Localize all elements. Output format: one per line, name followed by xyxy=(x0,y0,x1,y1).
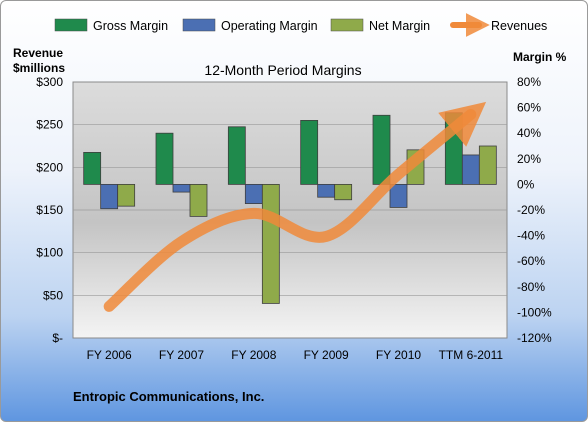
bar-operating-margin xyxy=(461,154,480,185)
category-label: FY 2010 xyxy=(376,348,421,362)
right-tick-label: 20% xyxy=(517,152,541,166)
right-tick-label: -20% xyxy=(517,203,545,217)
legend-label-operating-margin: Operating Margin xyxy=(221,19,318,33)
legend-swatch-net-margin xyxy=(330,18,364,32)
left-tick-label: $250 xyxy=(36,118,63,132)
right-axis-title: Margin % xyxy=(513,50,567,64)
legend-item-operating-margin: Operating Margin xyxy=(182,18,318,33)
bar-operating-margin xyxy=(100,183,119,210)
category-label: TTM 6-2011 xyxy=(439,348,504,362)
legend: Gross Margin Operating Margin Net Margin… xyxy=(54,13,547,37)
left-tick-label: $300 xyxy=(36,75,63,89)
bar-gross-margin xyxy=(83,151,102,185)
left-axis-ticks: $300 $250 $200 $150 $100 $50 $- xyxy=(36,75,63,345)
bar-net-margin xyxy=(478,145,497,185)
right-tick-label: 40% xyxy=(517,126,541,140)
right-tick-label: 0% xyxy=(517,177,535,191)
right-tick-label: -40% xyxy=(517,229,545,243)
left-axis-title-line1: Revenue xyxy=(13,46,63,60)
bar-net-margin xyxy=(117,183,136,207)
bar-net-margin xyxy=(189,183,208,217)
right-tick-label: -60% xyxy=(517,254,545,268)
right-tick-label: -80% xyxy=(517,280,545,294)
category-labels: FY 2006 FY 2007 FY 2008 FY 2009 FY 2010 TTM 6… xyxy=(87,348,504,362)
bar-gross-margin xyxy=(372,114,391,185)
right-tick-label: -100% xyxy=(517,305,552,319)
bar-gross-margin xyxy=(227,126,246,185)
right-tick-label: -120% xyxy=(517,331,552,345)
bar-operating-margin xyxy=(244,183,263,204)
legend-label-gross-margin: Gross Margin xyxy=(93,19,168,33)
right-tick-label: 60% xyxy=(517,101,541,115)
legend-item-net-margin: Net Margin xyxy=(330,18,430,33)
right-tick-label: 80% xyxy=(517,75,541,89)
legend-swatch-gross-margin xyxy=(54,18,88,32)
category-label: FY 2006 xyxy=(87,348,132,362)
legend-item-revenues: Revenues xyxy=(450,13,547,37)
legend-swatch-operating-margin xyxy=(182,18,216,32)
left-tick-label: $50 xyxy=(43,288,63,302)
revenue-line xyxy=(103,101,487,312)
bar-operating-margin xyxy=(389,183,408,208)
right-axis-ticks: 80% 60% 40% 20% 0% -20% -40% -60% -80% -100% -120% xyxy=(517,75,552,345)
bar-gross-margin xyxy=(300,120,319,185)
category-label: FY 2007 xyxy=(159,348,204,362)
bar-operating-margin xyxy=(317,183,336,198)
category-label: FY 2008 xyxy=(231,348,276,362)
left-tick-label: $100 xyxy=(36,246,63,260)
company-name: Entropic Communications, Inc. xyxy=(73,389,265,404)
bar-gross-margin xyxy=(155,132,174,185)
left-tick-label: $150 xyxy=(36,203,63,217)
category-label: FY 2009 xyxy=(304,348,349,362)
bar-net-margin xyxy=(261,183,280,304)
left-axis-title-line2: $millions xyxy=(13,61,65,75)
left-tick-label: $- xyxy=(52,331,63,345)
revenue-line-group xyxy=(103,101,487,312)
left-tick-label: $200 xyxy=(36,160,63,174)
gridlines xyxy=(73,124,507,296)
bar-net-margin xyxy=(334,183,353,201)
legend-label-net-margin: Net Margin xyxy=(369,19,430,33)
legend-item-gross-margin: Gross Margin xyxy=(54,18,168,33)
bar-operating-margin xyxy=(172,183,191,193)
legend-label-revenues: Revenues xyxy=(491,19,547,33)
chart-title: 12-Month Period Margins xyxy=(204,62,361,78)
